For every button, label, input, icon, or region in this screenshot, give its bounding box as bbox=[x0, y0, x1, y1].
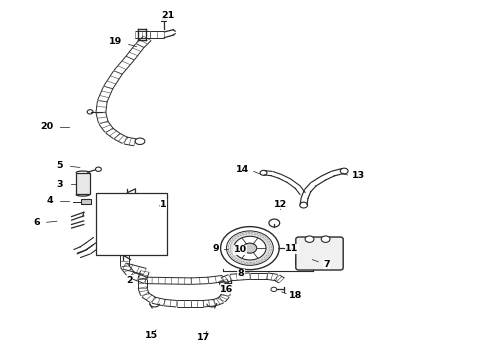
Circle shape bbox=[243, 243, 257, 253]
Text: 20: 20 bbox=[40, 122, 53, 131]
Bar bbox=[96, 193, 167, 255]
Text: 1: 1 bbox=[160, 200, 167, 209]
Text: 3: 3 bbox=[57, 180, 63, 189]
Bar bbox=[161, 20, 167, 22]
Circle shape bbox=[87, 110, 93, 114]
Text: 8: 8 bbox=[238, 269, 245, 278]
Bar bbox=[81, 199, 91, 204]
Text: 17: 17 bbox=[197, 333, 210, 342]
Circle shape bbox=[96, 167, 101, 171]
Text: 18: 18 bbox=[289, 291, 302, 300]
Text: 9: 9 bbox=[213, 244, 220, 253]
Bar bbox=[295, 257, 300, 264]
Text: 5: 5 bbox=[57, 161, 63, 170]
Text: 7: 7 bbox=[323, 260, 330, 269]
Text: 12: 12 bbox=[273, 200, 287, 209]
Circle shape bbox=[220, 226, 279, 270]
Text: 14: 14 bbox=[236, 166, 249, 175]
FancyBboxPatch shape bbox=[296, 237, 343, 270]
Text: 4: 4 bbox=[47, 196, 53, 205]
Circle shape bbox=[271, 287, 277, 292]
Circle shape bbox=[340, 168, 348, 174]
Bar bbox=[76, 173, 90, 194]
Text: 21: 21 bbox=[161, 11, 174, 20]
Circle shape bbox=[234, 236, 266, 260]
Text: 16: 16 bbox=[220, 285, 234, 294]
Circle shape bbox=[305, 236, 314, 242]
Text: 11: 11 bbox=[285, 244, 298, 253]
Text: 10: 10 bbox=[234, 246, 246, 255]
Circle shape bbox=[300, 202, 308, 208]
Circle shape bbox=[162, 17, 167, 21]
Text: 6: 6 bbox=[33, 218, 40, 227]
Circle shape bbox=[226, 231, 273, 265]
Text: 13: 13 bbox=[351, 171, 365, 180]
Circle shape bbox=[220, 281, 225, 285]
Circle shape bbox=[260, 170, 267, 175]
Text: 19: 19 bbox=[109, 37, 122, 46]
Circle shape bbox=[321, 236, 330, 242]
Text: 15: 15 bbox=[145, 332, 158, 341]
Text: 2: 2 bbox=[126, 276, 133, 285]
